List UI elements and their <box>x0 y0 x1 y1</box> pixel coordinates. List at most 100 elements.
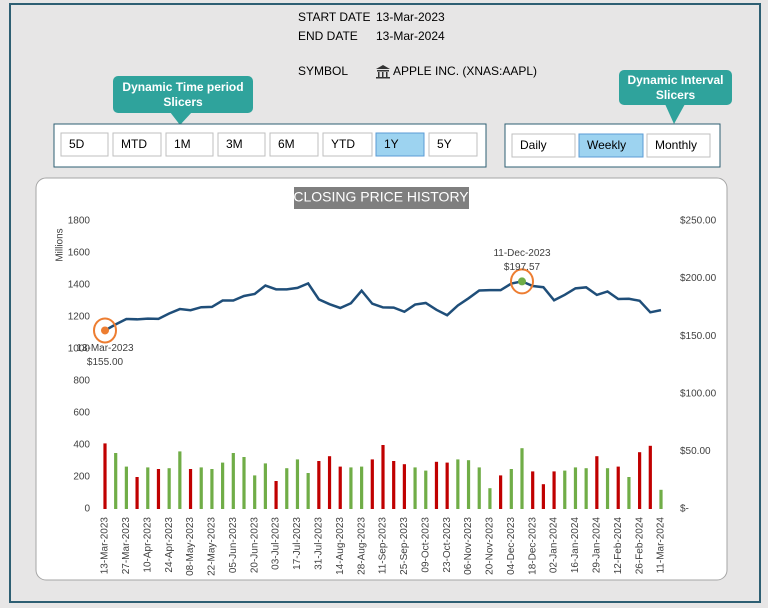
x-tick-label: 12-Feb-2024 <box>613 517 624 575</box>
slicer-label[interactable]: MTD <box>121 137 147 151</box>
slicer-button[interactable] <box>511 133 576 158</box>
volume-bar <box>402 464 406 509</box>
chart-title: CLOSING PRICE HISTORY <box>293 189 469 205</box>
y-tick-label: 800 <box>73 376 90 387</box>
volume-bar <box>188 469 193 509</box>
slicer-button[interactable] <box>646 133 711 158</box>
x-tick-label: 02-Jan-2024 <box>549 517 560 574</box>
end-date-label: END DATE <box>298 29 358 43</box>
volume-bar <box>349 467 353 509</box>
volume-bar <box>124 466 128 509</box>
volume-bar <box>520 448 524 509</box>
y2-tick-label: $100.00 <box>680 388 717 399</box>
volume-bar <box>456 459 460 509</box>
volume-bar <box>627 477 631 509</box>
volume-bar <box>541 484 545 509</box>
volume-bar <box>552 471 556 509</box>
slicer-label[interactable]: Monthly <box>655 138 697 152</box>
symbol-label: SYMBOL <box>298 64 348 78</box>
volume-bar <box>531 471 535 509</box>
callout: Dynamic Interval Slicers <box>627 72 724 102</box>
y-tick-label: 1800 <box>68 216 91 227</box>
volume-bar <box>424 470 428 509</box>
x-tick-label: 23-Oct-2023 <box>442 517 453 573</box>
volume-bar <box>327 456 332 509</box>
volume-bar <box>477 467 481 509</box>
symbol: APPLE INC. (XNAS:AAPL) <box>393 64 537 78</box>
x-tick-label: 13-Mar-2023 <box>100 517 111 575</box>
y-tick-label: 200 <box>73 472 90 483</box>
volume-bar <box>146 467 150 509</box>
volume-bar <box>210 469 214 509</box>
volume-bar <box>263 463 267 509</box>
x-tick-label: 18-Dec-2023 <box>527 517 538 575</box>
slicer-button[interactable] <box>269 132 319 157</box>
volume-bar <box>114 453 118 509</box>
volume-bar <box>445 462 449 509</box>
volume-bar <box>360 466 364 509</box>
slicer-button[interactable] <box>60 132 109 157</box>
slicer-button[interactable] <box>578 133 644 158</box>
volume-bar <box>466 460 471 509</box>
volume-bar <box>156 469 161 509</box>
y-tick-label: 1200 <box>68 312 91 323</box>
y2-tick-label: $250.00 <box>680 216 717 227</box>
slicer-button[interactable] <box>375 132 425 157</box>
x-tick-label: 31-Jul-2023 <box>313 517 324 570</box>
slicer-label[interactable]: 1Y <box>384 137 399 151</box>
slicer-button[interactable] <box>217 132 266 157</box>
point-date-label: 13-Mar-2023 <box>76 343 134 354</box>
x-tick-label: 20-Jun-2023 <box>249 517 260 574</box>
volume-bar <box>306 473 310 509</box>
y2-tick-label: $150.00 <box>680 331 717 342</box>
volume-bar <box>370 459 374 509</box>
volume-bar <box>434 461 439 509</box>
price-line <box>104 280 662 332</box>
volume-bar <box>595 456 599 509</box>
volume-bar <box>317 461 321 509</box>
volume-bar <box>509 469 513 509</box>
volume-bar <box>253 475 257 509</box>
volume-bar <box>221 462 225 509</box>
volume-bar <box>488 488 492 509</box>
y-tick-label: 400 <box>73 440 90 451</box>
extreme-point <box>518 277 526 286</box>
slicer-button[interactable] <box>165 132 214 157</box>
slicer-button[interactable] <box>112 132 162 157</box>
x-tick-label: 06-Nov-2023 <box>463 517 474 575</box>
x-tick-label: 03-Jul-2023 <box>271 517 282 570</box>
slicer-label[interactable]: 3M <box>226 137 243 151</box>
slicer-button[interactable] <box>428 132 478 157</box>
x-tick-label: 16-Jan-2024 <box>570 517 581 574</box>
slicer-label[interactable]: 5D <box>69 137 85 151</box>
y-tick-label: 1000 <box>68 344 91 355</box>
volume-bar <box>274 481 278 509</box>
point-value-label: $197.57 <box>504 262 541 273</box>
slicer-label[interactable]: 1M <box>174 137 191 151</box>
x-tick-label: 29-Jan-2024 <box>591 517 602 574</box>
y-tick-label: 1400 <box>68 280 91 291</box>
slicer-label[interactable]: YTD <box>331 137 355 151</box>
slicer-label[interactable]: Daily <box>520 138 547 152</box>
volume-bar <box>413 467 417 509</box>
y2-tick-label: $200.00 <box>680 273 717 284</box>
volume-bar <box>573 467 578 509</box>
chart-title-bg <box>294 187 469 209</box>
callout: Dynamic Time period Slicers <box>122 79 244 109</box>
x-tick-label: 28-Aug-2023 <box>356 517 367 575</box>
x-tick-label: 09-Oct-2023 <box>420 517 431 573</box>
volume-bar <box>135 477 139 509</box>
x-tick-label: 17-Jul-2023 <box>292 517 303 570</box>
volume-bar <box>616 466 620 509</box>
volume-bar <box>167 468 171 509</box>
x-tick-label: 08-May-2023 <box>185 517 196 576</box>
slicer-label[interactable]: 5Y <box>437 137 452 151</box>
slicer-button[interactable] <box>322 132 373 157</box>
x-tick-label: 24-Apr-2023 <box>164 517 175 573</box>
volume-bar <box>242 457 246 509</box>
volume-bar <box>638 452 642 509</box>
slicer-label[interactable]: 6M <box>278 137 295 151</box>
slicer-label[interactable]: Weekly <box>587 138 626 152</box>
